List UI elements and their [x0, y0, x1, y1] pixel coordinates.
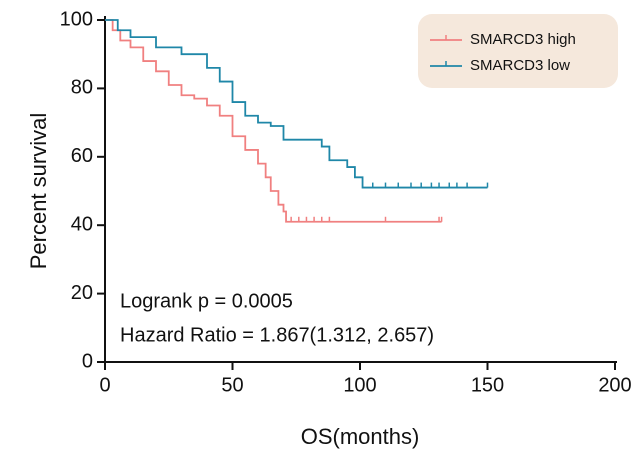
- y-tick-label: 40: [71, 213, 93, 235]
- y-tick-label: 20: [71, 282, 93, 304]
- survival-curve: [105, 19, 442, 223]
- annotation: Hazard Ratio = 1.867(1.312, 2.657): [120, 324, 434, 346]
- x-tick-label: 200: [598, 374, 631, 396]
- y-axis-label: Percent survival: [26, 113, 51, 270]
- survival-curve: [105, 19, 488, 189]
- legend-box: [418, 14, 618, 88]
- x-tick-label: 100: [343, 374, 376, 396]
- x-tick-label: 150: [471, 374, 504, 396]
- x-tick-label: 50: [221, 374, 243, 396]
- legend-label: SMARCD3 high: [470, 31, 576, 48]
- y-tick-label: 80: [71, 77, 93, 99]
- legend-label: SMARCD3 low: [470, 57, 570, 74]
- y-tick-label: 60: [71, 145, 93, 167]
- annotation: Logrank p = 0.0005: [120, 290, 293, 312]
- y-tick-label: 0: [82, 350, 93, 372]
- y-tick-label: 100: [60, 8, 93, 30]
- x-axis-label: OS(months): [301, 424, 420, 449]
- x-tick-label: 0: [99, 374, 110, 396]
